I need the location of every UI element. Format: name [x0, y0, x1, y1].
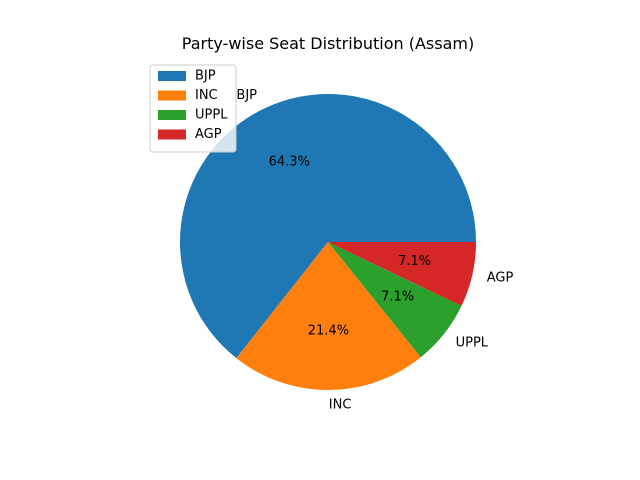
- legend-swatch-inc: [158, 90, 186, 101]
- legend: BJP INC UPPL AGP: [149, 64, 237, 153]
- pie-slice-labels: BJP INC UPPL AGP: [236, 88, 513, 412]
- percent-label-uppl: 7.1%: [381, 290, 414, 305]
- percent-label-inc: 21.4%: [308, 323, 349, 338]
- pie-percent-labels: 64.3% 21.4% 7.1% 7.1%: [269, 155, 431, 339]
- slice-label-uppl: UPPL: [456, 336, 489, 351]
- pie-slice-uppl: [328, 242, 462, 358]
- legend-label-uppl: UPPL: [195, 108, 228, 123]
- percent-label-agp: 7.1%: [398, 254, 431, 269]
- legend-label-bjp: BJP: [195, 69, 216, 84]
- slice-label-agp: AGP: [487, 271, 514, 286]
- legend-label-inc: INC: [195, 88, 218, 103]
- percent-label-bjp: 64.3%: [269, 155, 310, 170]
- legend-swatch-agp: [158, 129, 186, 140]
- legend-swatch-bjp: [158, 71, 186, 81]
- slice-label-inc: INC: [329, 397, 352, 412]
- pie-slice-agp: [328, 242, 476, 306]
- chart-title: Party-wise Seat Distribution (Assam): [182, 34, 474, 53]
- slice-label-bjp: BJP: [236, 88, 257, 103]
- pie-slice-bjp: [179, 93, 476, 359]
- legend-swatch-uppl: [158, 110, 186, 120]
- pie-slice-inc: [236, 242, 421, 390]
- pie-slices: [179, 93, 476, 390]
- legend-label-agp: AGP: [195, 127, 222, 142]
